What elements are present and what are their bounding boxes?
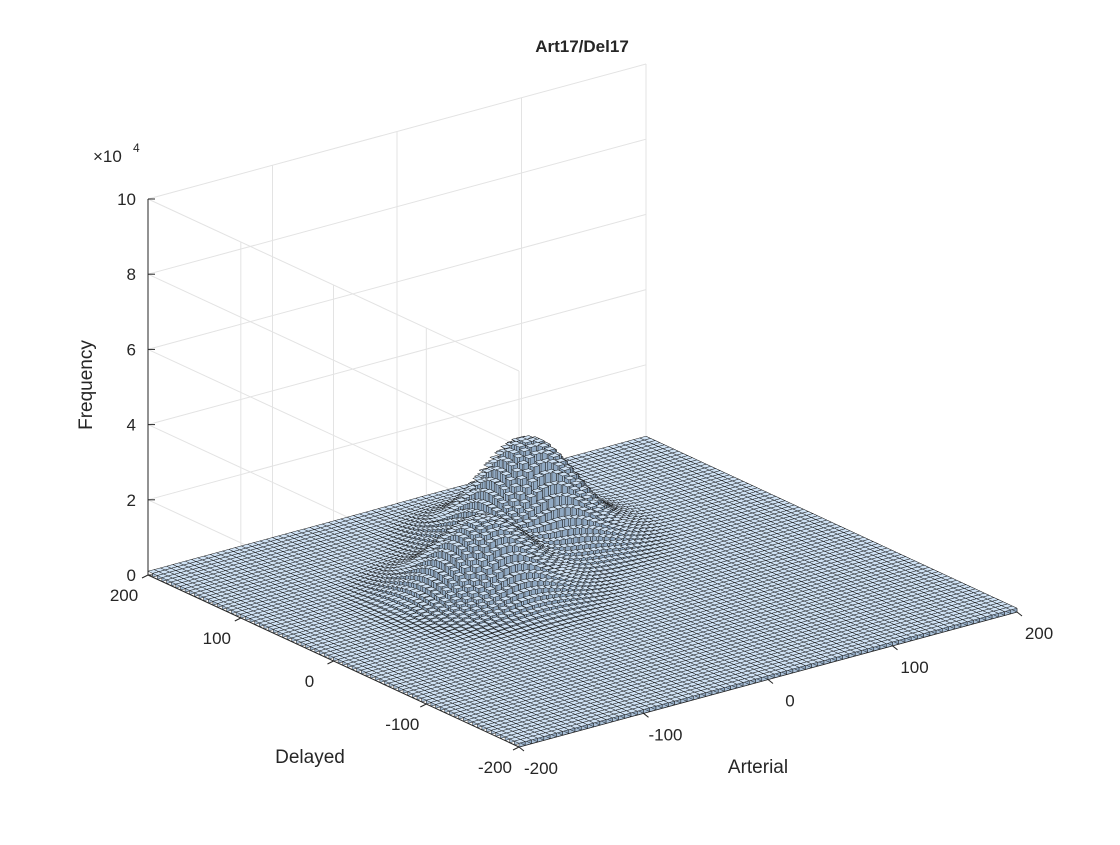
x-tick (519, 747, 524, 751)
bars-group (148, 436, 1017, 748)
y-tick (142, 575, 148, 578)
y-tick (235, 618, 241, 621)
y-tick (420, 704, 426, 707)
x-tick (893, 646, 898, 650)
y-tick (513, 747, 519, 750)
x-tick (768, 680, 773, 684)
x-tick (644, 713, 649, 717)
y-tick (328, 661, 334, 664)
x-tick (1017, 612, 1022, 616)
